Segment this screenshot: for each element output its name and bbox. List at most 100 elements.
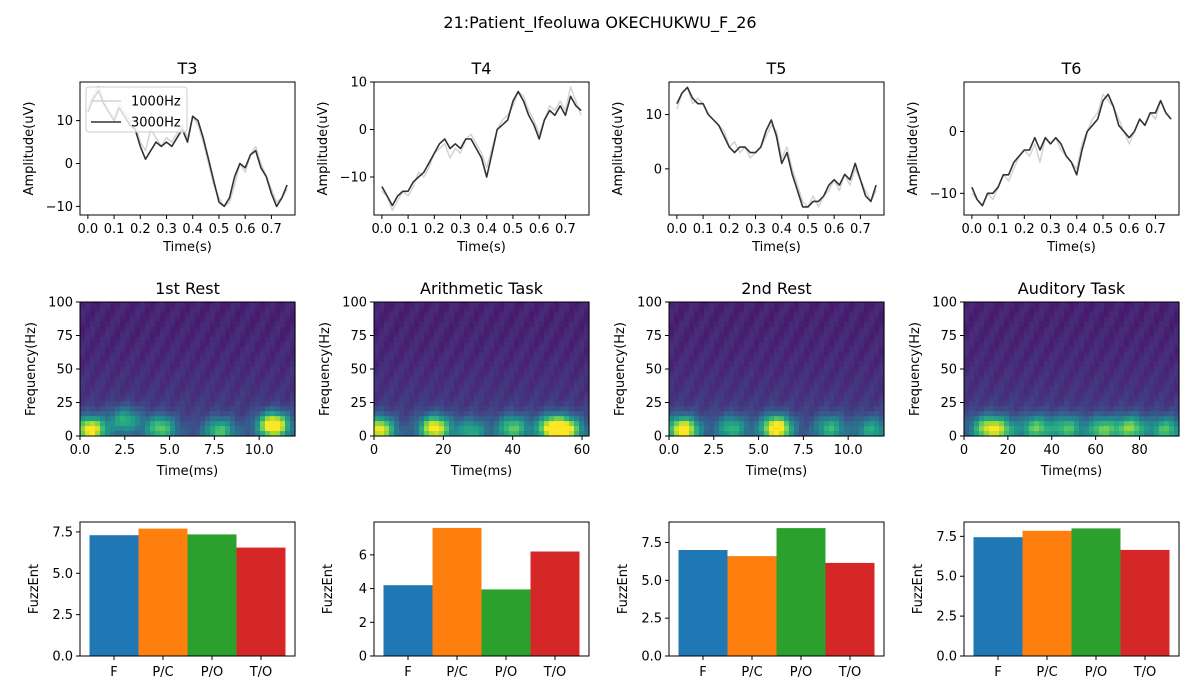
heatmap-cell: [170, 381, 176, 387]
heatmap-cell: [145, 411, 151, 417]
heatmap-cell: [1169, 346, 1175, 353]
heatmap-cell: [419, 302, 425, 308]
heatmap-cell: [140, 321, 146, 328]
heatmap-cell: [459, 302, 465, 308]
heatmap-cell: [824, 411, 830, 417]
heatmap-cell: [749, 376, 755, 382]
heatmap-cell: [474, 302, 480, 308]
heatmap-cell: [784, 341, 790, 348]
heatmap-cell: [769, 356, 775, 363]
heatmap-cell: [574, 346, 580, 353]
heatmap-cell: [195, 371, 201, 378]
heatmap-cell: [774, 381, 780, 387]
heatmap-cell: [824, 406, 830, 412]
heatmap-cell: [569, 416, 575, 422]
heatmap-cell: [844, 416, 850, 422]
heatmap-cell: [1109, 386, 1115, 392]
heatmap-cell: [469, 376, 475, 382]
heatmap-cell: [799, 371, 805, 378]
heatmap-cell: [739, 421, 745, 427]
heatmap-cell: [175, 371, 181, 378]
heatmap-cell: [874, 336, 880, 343]
heatmap-cell: [534, 391, 540, 397]
heatmap-cell: [95, 406, 101, 412]
heatmap-cell: [1049, 346, 1055, 353]
heatmap-cell: [379, 426, 385, 432]
heatmap-cell: [220, 421, 226, 427]
y-tick-label: 0.0: [52, 650, 73, 665]
heatmap-cell: [170, 376, 176, 382]
heatmap-cell: [699, 302, 705, 308]
heatmap-cell: [1119, 346, 1125, 353]
heatmap-cell: [439, 406, 445, 412]
heatmap-cell: [384, 311, 390, 318]
heatmap-cell: [170, 306, 176, 313]
heatmap-cell: [1029, 341, 1035, 348]
heatmap-cell: [1144, 386, 1150, 392]
heatmap-cell: [285, 421, 291, 427]
heatmap-cell: [384, 341, 390, 348]
heatmap-cell: [744, 381, 750, 387]
heatmap-cell: [739, 366, 745, 373]
heatmap-cell: [414, 311, 420, 318]
heatmap-cell: [1069, 411, 1075, 417]
heatmap-cell: [414, 386, 420, 392]
heatmap-cell: [155, 321, 161, 328]
heatmap-cell: [689, 391, 695, 397]
heatmap-cell: [180, 406, 186, 412]
heatmap-cell: [155, 326, 161, 333]
heatmap-cell: [195, 331, 201, 338]
line-panel-1: 0.0 0.1 0.2 0.3 0.4 0.5 0.6 0.7−10010Time(s)Amp…: [22, 59, 296, 255]
heatmap-cell: [969, 331, 975, 338]
heatmap-cell: [1114, 376, 1120, 382]
heatmap-cell: [105, 361, 111, 368]
heatmap-cell: [404, 381, 410, 387]
heatmap-cell: [444, 306, 450, 313]
heatmap-cell: [844, 381, 850, 387]
heatmap-cell: [115, 336, 121, 343]
heatmap-cell: [1159, 371, 1165, 378]
heatmap-cell: [529, 371, 535, 378]
heatmap-cell: [529, 401, 535, 407]
heatmap-cell: [994, 371, 1000, 378]
heatmap-cell: [1044, 326, 1050, 333]
heatmap-cell: [245, 331, 251, 338]
heatmap-cell: [1109, 331, 1115, 338]
heatmap-cell: [190, 431, 196, 437]
heatmap-cell: [1144, 411, 1150, 417]
heatmap-cell: [569, 326, 575, 333]
heatmap-cell: [779, 366, 785, 373]
heatmap-cell: [519, 336, 525, 343]
heatmap-cell: [964, 381, 970, 387]
heatmap-cell: [719, 386, 725, 392]
heatmap-cell: [1124, 396, 1130, 402]
heatmap-cell: [235, 326, 241, 333]
heatmap-cell: [484, 356, 490, 363]
heatmap-cell: [394, 326, 400, 333]
heatmap-cell: [399, 351, 405, 358]
heatmap-cell: [844, 391, 850, 397]
heatmap-cell: [255, 416, 261, 422]
heatmap-cell: [1149, 302, 1155, 308]
heatmap-cell: [564, 406, 570, 412]
heatmap-cell: [799, 331, 805, 338]
heatmap-cell: [784, 346, 790, 353]
heatmap-cell: [165, 401, 171, 407]
heatmap-cell: [384, 346, 390, 353]
heatmap-cell: [240, 336, 246, 343]
heatmap-cell: [719, 396, 725, 402]
heatmap-cell: [529, 381, 535, 387]
heatmap-cell: [754, 371, 760, 378]
y-tick-label: 5.0: [52, 567, 73, 582]
heatmap-cell: [509, 406, 515, 412]
heatmap-cell: [1044, 346, 1050, 353]
heatmap-cell: [979, 331, 985, 338]
heatmap-cell: [1049, 351, 1055, 358]
heatmap-cell: [794, 391, 800, 397]
axes-frame: [79, 521, 296, 657]
heatmap-cell: [80, 356, 86, 363]
heatmap-cell: [684, 351, 690, 358]
heatmap-cell: [1104, 361, 1110, 368]
heatmap-cell: [519, 302, 525, 308]
heatmap-cell: [1014, 356, 1020, 363]
